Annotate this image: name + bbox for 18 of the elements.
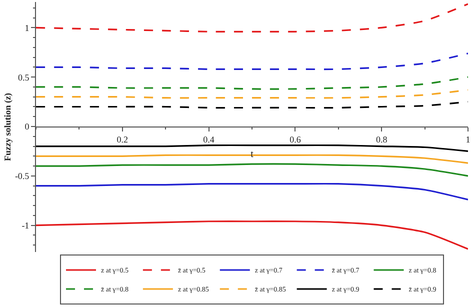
- x-tick-label: 0.4: [203, 134, 215, 144]
- y-axis-title: Fuzzy solution (z): [2, 93, 12, 161]
- x-tick-label: 0.6: [290, 134, 302, 144]
- y-tick-label: 1: [24, 22, 30, 33]
- line-series: [36, 89, 468, 99]
- line-series: [36, 52, 468, 70]
- y-tick-label: 0: [24, 122, 30, 132]
- x-tick-label: 0.2: [116, 134, 128, 144]
- line-series: [36, 163, 468, 177]
- line-series: [36, 220, 468, 250]
- y-tick-label: -1: [22, 220, 30, 230]
- y-tick-label: 0.5: [18, 72, 30, 82]
- line-series: [36, 76, 468, 90]
- line-series: [36, 182, 468, 200]
- x-tick-label: 0.8: [376, 134, 388, 144]
- x-tick-label: 1: [466, 134, 470, 144]
- y-tick-label: -0.5: [14, 171, 30, 182]
- line-series: [36, 3, 468, 32]
